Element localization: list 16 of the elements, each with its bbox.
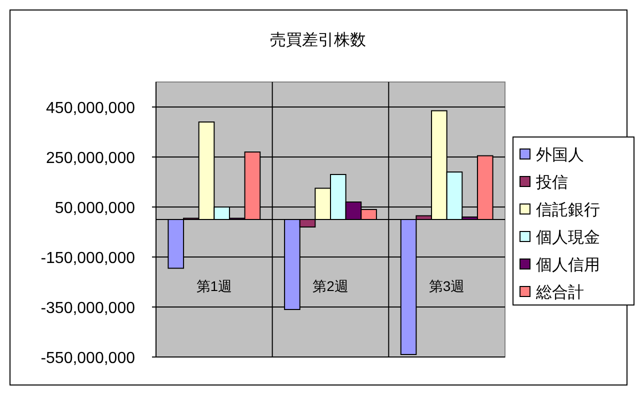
legend-label: 外国人 [536, 147, 584, 164]
x-tick-label: 第1週 [196, 278, 232, 294]
y-tick-label: -550,000,000 [40, 350, 136, 367]
legend-label: 個人現金 [536, 230, 600, 246]
legend-label: 信託銀行 [536, 201, 600, 219]
legend-label: 投信 [535, 174, 568, 192]
y-tick-label: 50,000,000 [54, 200, 136, 217]
y-tick-label: -350,000,000 [40, 300, 136, 317]
legend-label: 総合計 [535, 284, 584, 302]
x-tick-label: 第2週 [312, 278, 348, 294]
y-tick-label: 450,000,000 [46, 100, 136, 117]
chart-title: 売買差引株数 [270, 31, 366, 49]
legend-label: 個人信用 [536, 257, 600, 274]
y-tick-label: 250,000,000 [46, 150, 136, 167]
y-tick-label: -150,000,000 [40, 250, 136, 267]
x-tick-label: 第3週 [428, 278, 465, 294]
